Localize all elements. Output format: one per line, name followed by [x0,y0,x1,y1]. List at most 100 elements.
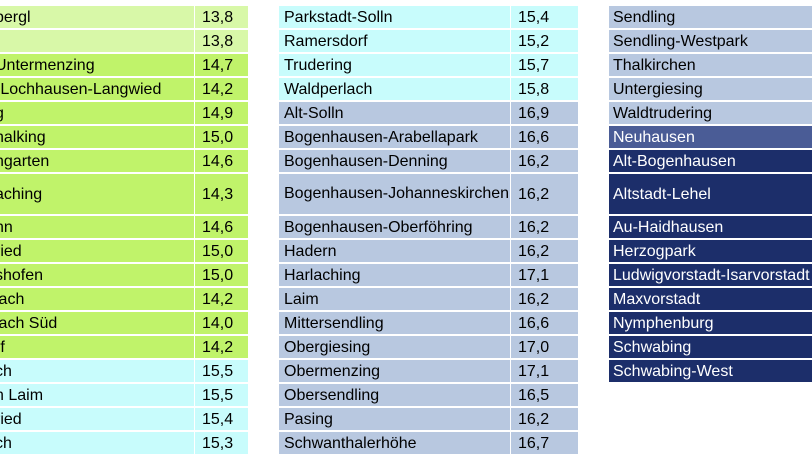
district-name-cell: Untergiesing [609,78,812,102]
district-name-cell: Waldtrudering [609,102,812,126]
table-row: g14,9 [0,102,249,126]
district-name-cell: Untermenzing [0,54,195,78]
district-name-cell: Thalkirchen [609,54,812,78]
table-row: Pasing 16,2 [279,408,579,432]
district-name-cell: Schwanthalerhöhe [279,432,511,456]
district-table-middle: Parkstadt-Solln 15,4 Ramersdorf 15,2 Truderi… [279,6,579,456]
table-row: Nymphenburg [609,312,812,336]
district-table-left: bergl13,813,8Untermenzing14,7-Lochhausen… [0,6,249,456]
district-value-cell: 15,5 [195,384,249,408]
district-value-cell: 16,6 [511,126,579,150]
table-row: 13,8 [0,30,249,54]
district-value-cell: 16,2 [511,216,579,240]
district-name-cell: g [0,102,195,126]
district-name-cell: ch [0,360,195,384]
district-name-cell: Schwabing-West [609,360,812,384]
district-name-cell: Parkstadt-Solln [279,6,511,30]
district-name-cell: Ramersdorf [279,30,511,54]
table-row: ngarten 14,6 [0,150,249,174]
table-row: Obermenzing 17,1 [279,360,579,384]
table-row: bergl13,8 [0,6,249,30]
district-value-cell: 14,0 [195,312,249,336]
district-value-cell: 14,2 [195,288,249,312]
district-value-cell: 13,8 [195,6,249,30]
district-value-cell: 16,7 [511,432,579,456]
district-name-cell: ngarten [0,150,195,174]
table-row: Mittersendling 16,6 [279,312,579,336]
table-row: halking 15,0 [0,126,249,150]
district-name-cell: Altstadt-Lehel [609,174,812,216]
table-row: Obergiesing 17,0 [279,336,579,360]
table-row: Ludwigvorstadt-Isarvorstadt [609,264,812,288]
district-value-cell: 13,8 [195,30,249,54]
table-row: Bogenhausen-Oberföhring 16,2 [279,216,579,240]
table-row: Schwabing [609,336,812,360]
district-name-cell: halking [0,126,195,150]
district-name-cell: Sendling [609,6,812,30]
district-value-cell: 14,6 [195,216,249,240]
district-value-cell: 16,2 [511,174,579,216]
district-name-cell: Harlaching [279,264,511,288]
district-name-cell: lach Süd [0,312,195,336]
district-name-cell: Hadern [279,240,511,264]
table-row: lach14,2 [0,288,249,312]
table-row: Au-Haidhausen [609,216,812,240]
table-row: Harlaching 17,1 [279,264,579,288]
district-value-cell: 15,4 [511,6,579,30]
district-name-cell: ried [0,240,195,264]
table-row: Herzogpark [609,240,812,264]
district-name-cell: Obergiesing [279,336,511,360]
table-row: Maxvorstadt [609,288,812,312]
table-row: lach Süd 14,0 [0,312,249,336]
district-value-cell: 16,2 [511,288,579,312]
table-row: rf14,2 [0,336,249,360]
district-value-cell: 16,2 [511,150,579,174]
table-row: Obersendling 16,5 [279,384,579,408]
district-value-cell: 17,1 [511,360,579,384]
district-name-cell: shofen [0,264,195,288]
table-row: Parkstadt-Solln 15,4 [279,6,579,30]
district-name-cell: Neuhausen [609,126,812,150]
district-value-cell: 15,0 [195,126,249,150]
district-value-cell: 14,7 [195,54,249,78]
district-value-cell: 16,5 [511,384,579,408]
table-row: Thalkirchen [609,54,812,78]
district-name-cell: Obersendling [279,384,511,408]
district-name-cell: Ludwigvorstadt-Isarvorstadt [609,264,812,288]
table-row: ried15,0 [0,240,249,264]
district-name-cell: Nymphenburg [609,312,812,336]
table-row: Ramersdorf 15,2 [279,30,579,54]
district-value-cell: 17,1 [511,264,579,288]
table-row: Bogenhausen-Arabellapark 16,6 [279,126,579,150]
district-name-cell: Obermenzing [279,360,511,384]
district-value-cell: 15,0 [195,240,249,264]
district-name-cell: bergl [0,6,195,30]
district-name-cell: lach [0,288,195,312]
district-name-cell [0,30,195,54]
district-name-cell: Bogenhausen-Oberföhring [279,216,511,240]
district-value-cell: 15,3 [195,432,249,456]
district-name-cell: Herzogpark [609,240,812,264]
district-name-cell: Pasing [279,408,511,432]
table-row: Laim 16,2 [279,288,579,312]
table-row: nn14,6 [0,216,249,240]
district-name-cell: nn [0,216,195,240]
district-name-cell: Schwabing [609,336,812,360]
district-name-cell: ried [0,408,195,432]
district-value-cell: 14,3 [195,174,249,216]
district-value-cell: 14,2 [195,336,249,360]
table-row: Hadern 16,2 [279,240,579,264]
district-value-cell: 15,0 [195,264,249,288]
table-row: Bogenhausen-Johanneskirchen 16,2 [279,174,579,216]
district-name-cell: Alt-Bogenhausen [609,150,812,174]
district-name-cell: Bogenhausen-Denning [279,150,511,174]
district-value-cell: 14,2 [195,78,249,102]
district-name-cell: Mittersendling [279,312,511,336]
district-name-cell: rf [0,336,195,360]
district-value-cell: 14,6 [195,150,249,174]
district-name-cell: -Lochhausen-Langwied [0,78,195,102]
table-row: Bogenhausen-Denning 16,2 [279,150,579,174]
